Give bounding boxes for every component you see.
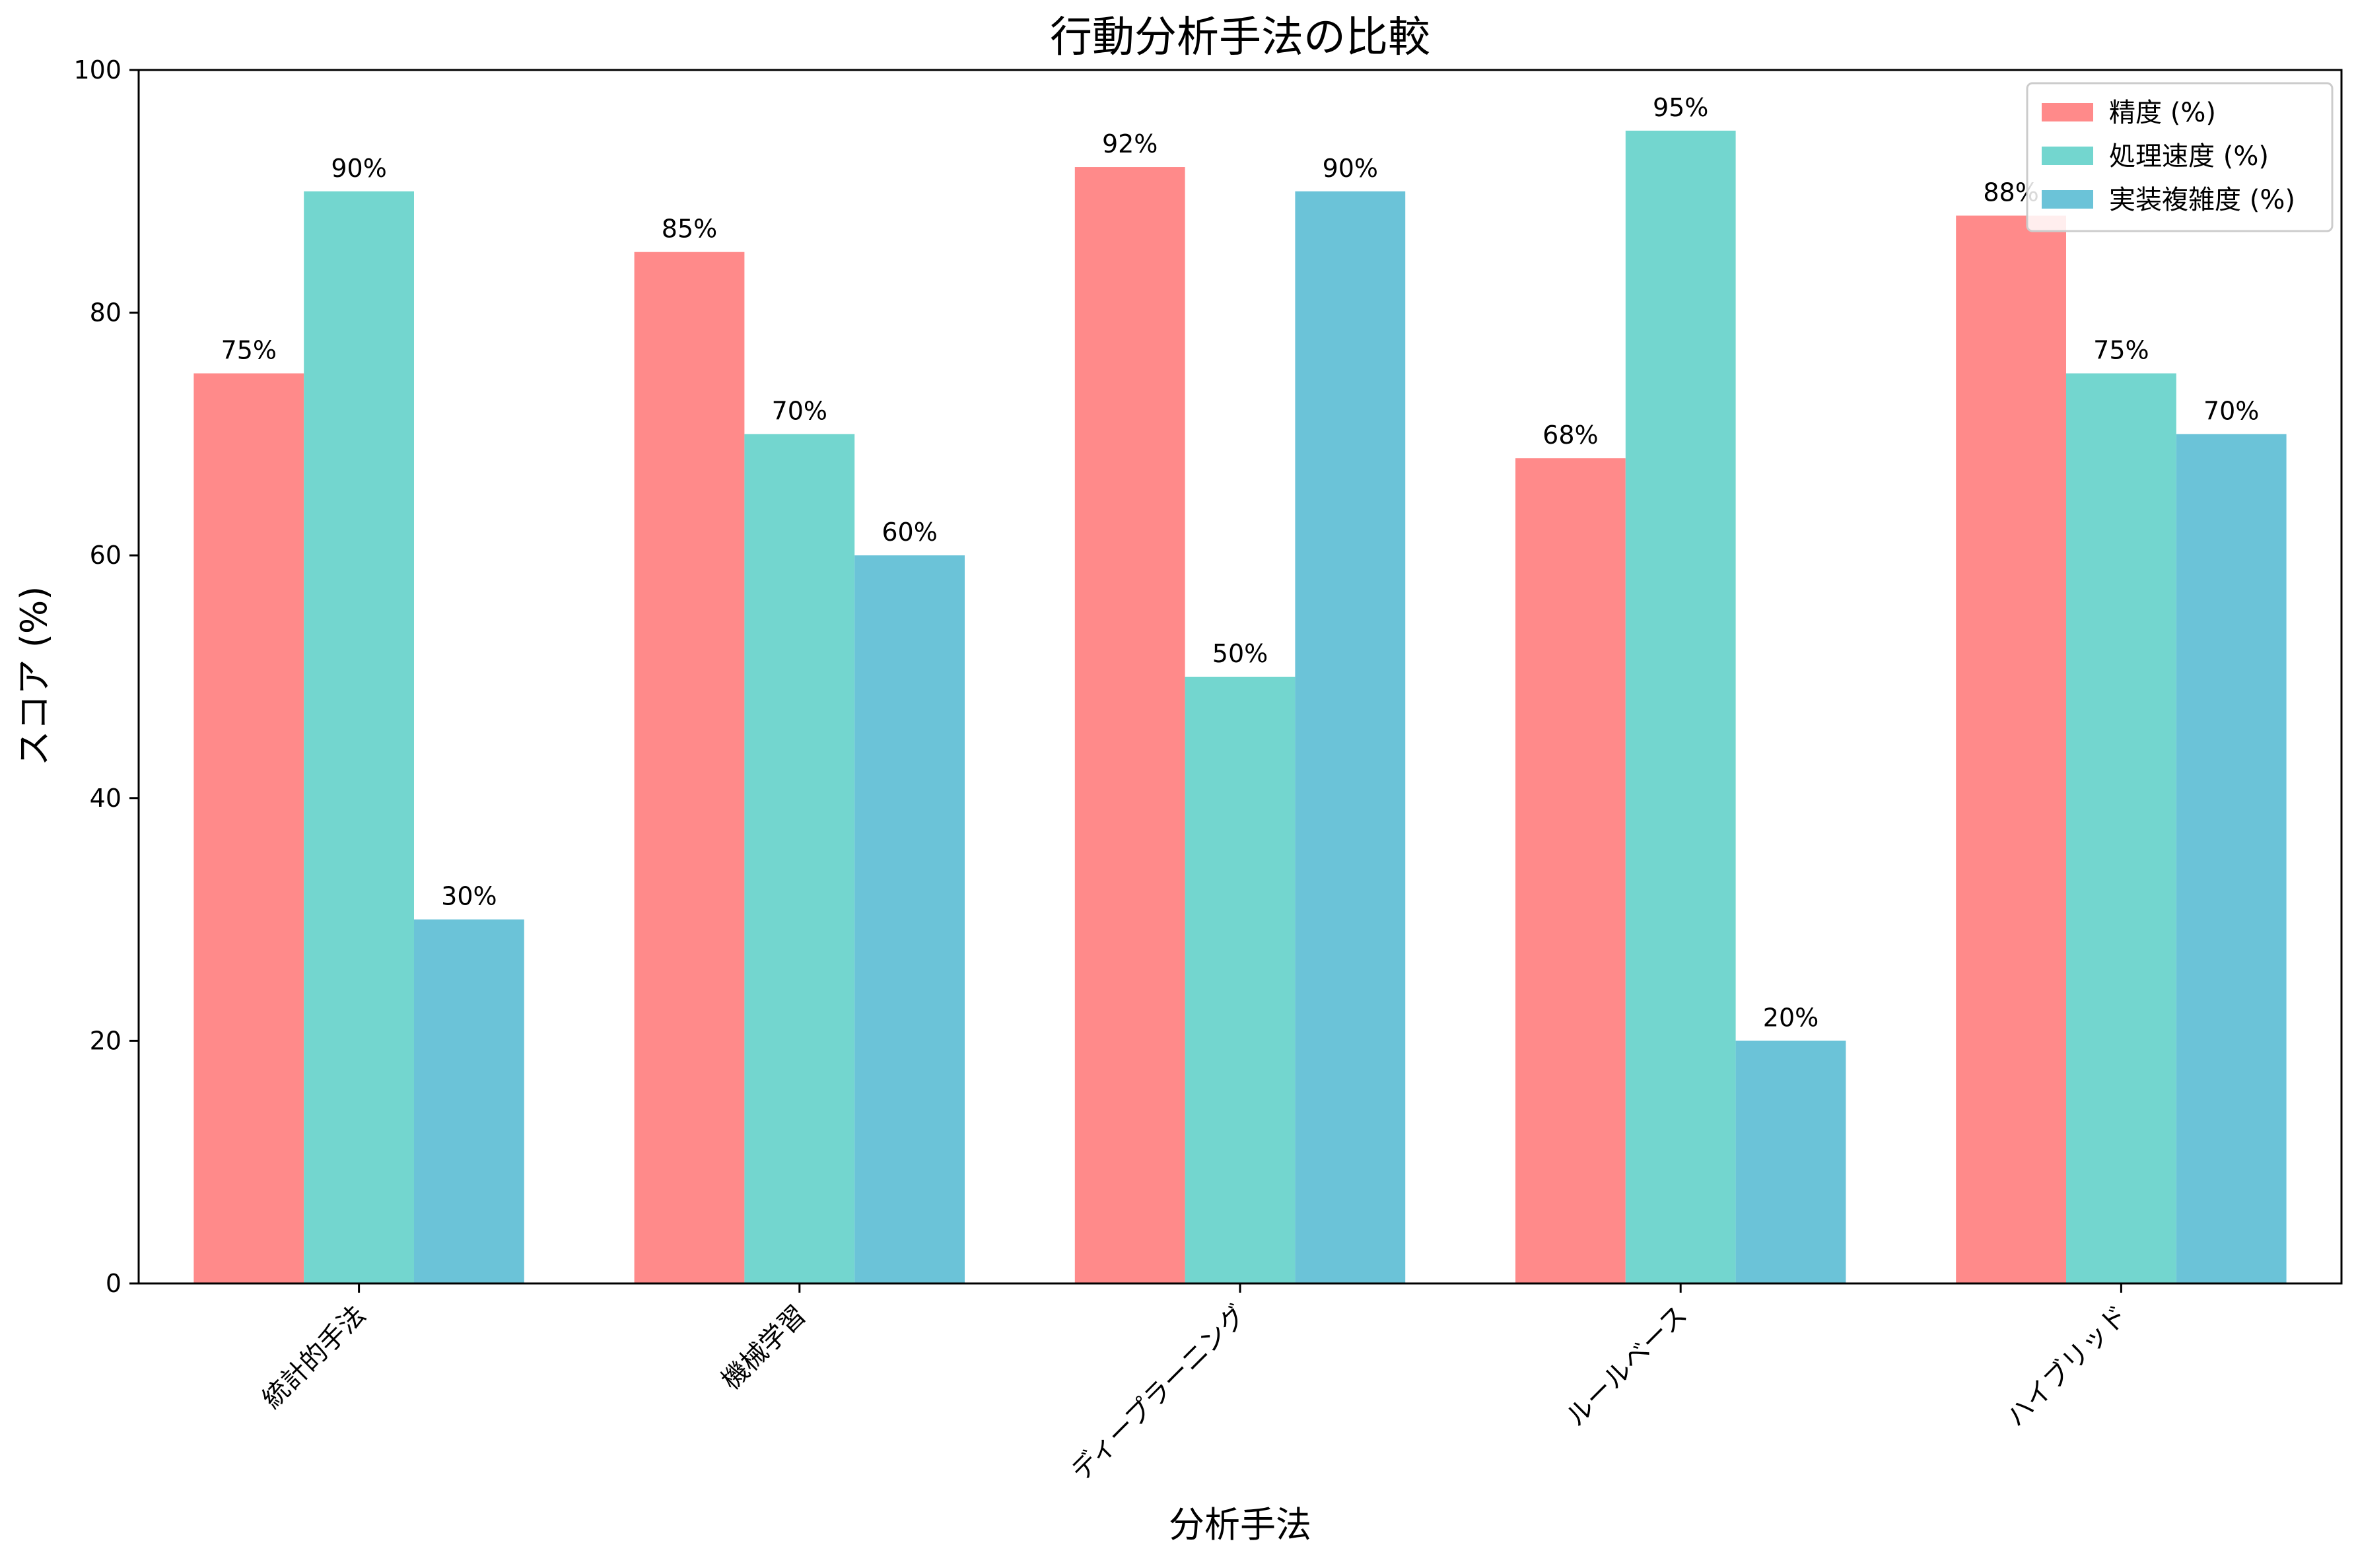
x-tick-label: ディープラーニング: [1066, 1300, 1253, 1487]
legend-label: 処理速度 (%): [2109, 141, 2269, 172]
x-tick-label: 機械学習: [716, 1300, 812, 1396]
bar-series1-cat2: [634, 252, 745, 1284]
y-tick-label: 20: [90, 1026, 121, 1055]
data-label-series2-cat5: 75%: [2093, 336, 2149, 365]
legend-swatch: [2042, 147, 2093, 165]
bar-series2-cat4: [1625, 130, 1736, 1283]
data-label-series2-cat3: 50%: [1212, 639, 1268, 668]
bar-series2-cat1: [304, 191, 414, 1283]
legend: 精度 (%) 処理速度 (%) 実装複雑度 (%): [2026, 82, 2334, 232]
bar-series1-cat1: [193, 373, 304, 1283]
x-tick-label: ルールベース: [1560, 1300, 1693, 1433]
chart-title: 行動分析手法の比較: [1050, 13, 1430, 62]
data-label-series3-cat1: 30%: [441, 882, 497, 911]
data-label-series3-cat4: 20%: [1763, 1003, 1819, 1032]
data-label-series3-cat3: 90%: [1323, 154, 1378, 183]
data-label-series2-cat1: 90%: [331, 154, 386, 183]
data-label-series2-cat4: 95%: [1653, 93, 1708, 122]
y-tick-label: 60: [90, 541, 121, 570]
bar-series1-cat3: [1074, 167, 1185, 1283]
data-label-series3-cat2: 60%: [882, 518, 937, 547]
data-label-series3-cat5: 70%: [2203, 396, 2259, 425]
bar-series2-cat3: [1185, 677, 1296, 1283]
bar-series1-cat4: [1515, 458, 1626, 1284]
y-tick-label: 80: [90, 298, 121, 327]
legend-swatch: [2042, 103, 2093, 121]
legend-box: [2026, 82, 2334, 232]
x-tick-label: ハイブリッド: [2001, 1300, 2134, 1433]
x-tick-label: 統計的手法: [257, 1300, 372, 1415]
y-tick-label: 0: [106, 1269, 121, 1298]
bar-series2-cat5: [2066, 373, 2176, 1283]
data-label-series2-cat2: 70%: [772, 396, 827, 425]
bars-layer: [193, 130, 2287, 1284]
data-label-series1-cat3: 92%: [1102, 129, 1158, 158]
bar-series1-cat5: [1956, 215, 2066, 1283]
bar-series3-cat4: [1735, 1040, 1846, 1283]
bar-series3-cat5: [2176, 434, 2287, 1283]
data-label-series1-cat1: 75%: [221, 336, 277, 365]
legend-label: 実装複雑度 (%): [2109, 185, 2295, 215]
legend-label: 精度 (%): [2109, 98, 2216, 128]
bar-series3-cat2: [854, 555, 965, 1284]
legend-swatch: [2042, 190, 2093, 209]
bar-series3-cat1: [414, 919, 524, 1283]
y-axis-label: スコア (%): [13, 586, 55, 767]
y-tick-label: 40: [90, 784, 121, 813]
y-tick-label: 100: [73, 55, 121, 85]
x-axis-label: 分析手法: [1169, 1504, 1311, 1546]
bar-series2-cat2: [744, 434, 855, 1283]
data-label-series1-cat4: 68%: [1542, 421, 1598, 450]
bar-series3-cat3: [1295, 191, 1406, 1283]
data-label-series1-cat2: 85%: [662, 215, 717, 244]
